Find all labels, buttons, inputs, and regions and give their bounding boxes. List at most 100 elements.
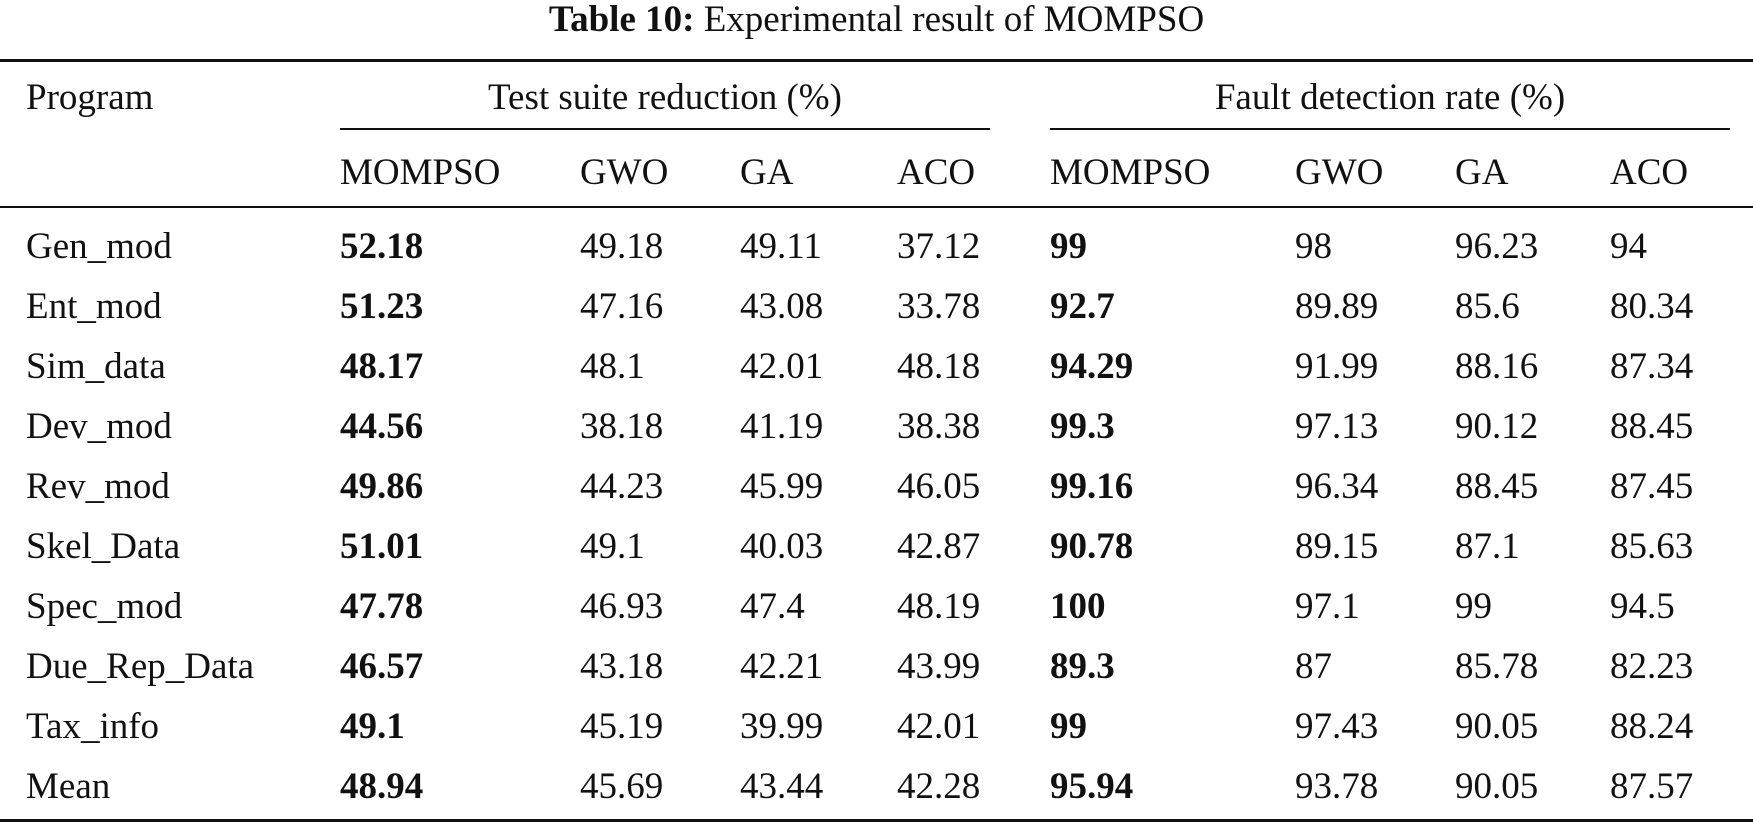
table-cell: 89.89 (1295, 286, 1379, 327)
table-cell: 42.28 (897, 766, 981, 807)
table-cell: 97.43 (1295, 706, 1379, 747)
table-cell: 94.5 (1610, 586, 1675, 627)
table-cell: 45.99 (740, 466, 824, 507)
row-program-name: Dev_mod (26, 406, 172, 447)
table-cell: 45.19 (580, 706, 664, 747)
column-header: ACO (1610, 152, 1689, 193)
table-cell: 43.99 (897, 646, 981, 687)
table-cell: 99 (1050, 706, 1087, 747)
table-cell: 42.01 (740, 346, 824, 387)
table-cell: 85.63 (1610, 526, 1694, 567)
row-program-name: Tax_info (26, 706, 160, 747)
table-cell: 96.23 (1455, 226, 1539, 267)
table-cell: 49.1 (340, 706, 405, 747)
table-cell: 41.19 (740, 406, 824, 447)
table-cell: 96.34 (1295, 466, 1379, 507)
table-cell: 48.94 (340, 766, 424, 807)
table-cell: 99 (1050, 226, 1087, 267)
column-header: GWO (1295, 152, 1384, 193)
table-cell: 51.01 (340, 526, 424, 567)
table-cell: 87.45 (1610, 466, 1694, 507)
table-cell: 82.23 (1610, 646, 1694, 687)
table-cell: 48.19 (897, 586, 981, 627)
table-cell: 45.69 (580, 766, 664, 807)
table-caption: Table 10: Experimental result of MOMPSO (0, 0, 1753, 42)
table-cell: 49.1 (580, 526, 645, 567)
table-cell: 52.18 (340, 226, 424, 267)
caption-text: Experimental result of MOMPSO (703, 0, 1205, 40)
bottom-rule (0, 819, 1753, 822)
table-cell: 99 (1455, 586, 1492, 627)
table-cell: 51.23 (340, 286, 424, 327)
row-program-name: Ent_mod (26, 286, 162, 327)
table-cell: 87.57 (1610, 766, 1694, 807)
header-rule (0, 206, 1753, 208)
table-cell: 92.7 (1050, 286, 1115, 327)
column-header: GA (740, 152, 794, 193)
table-cell: 85.78 (1455, 646, 1539, 687)
table-cell: 40.03 (740, 526, 824, 567)
table-cell: 42.87 (897, 526, 981, 567)
row-program-name: Mean (26, 766, 111, 807)
row-program-name: Rev_mod (26, 466, 170, 507)
test-suite-group-header: Test suite reduction (%) (488, 77, 842, 118)
fault-detection-group-rule (1050, 128, 1730, 130)
table-cell: 87.34 (1610, 346, 1694, 387)
table-cell: 94 (1610, 226, 1647, 267)
table-cell: 88.45 (1610, 406, 1694, 447)
table-cell: 37.12 (897, 226, 981, 267)
table-cell: 47.78 (340, 586, 424, 627)
table-cell: 97.1 (1295, 586, 1360, 627)
caption-label: Table 10: (548, 0, 695, 40)
table-cell: 94.29 (1050, 346, 1134, 387)
table-cell: 87.1 (1455, 526, 1520, 567)
table-cell: 100 (1050, 586, 1106, 627)
table-cell: 80.34 (1610, 286, 1694, 327)
row-program-name: Sim_data (26, 346, 166, 387)
table-cell: 49.86 (340, 466, 424, 507)
column-header: ACO (897, 152, 976, 193)
table-cell: 99.16 (1050, 466, 1134, 507)
table-cell: 46.93 (580, 586, 664, 627)
table-cell: 47.16 (580, 286, 664, 327)
table-cell: 88.45 (1455, 466, 1539, 507)
table-cell: 39.99 (740, 706, 824, 747)
table-cell: 43.44 (740, 766, 824, 807)
column-header: MOMPSO (1050, 152, 1211, 193)
table-cell: 90.12 (1455, 406, 1539, 447)
column-header: GA (1455, 152, 1509, 193)
table-cell: 42.01 (897, 706, 981, 747)
column-header: GWO (580, 152, 669, 193)
table-cell: 97.13 (1295, 406, 1379, 447)
table-cell: 90.05 (1455, 706, 1539, 747)
row-program-name: Gen_mod (26, 226, 172, 267)
top-rule (0, 59, 1753, 62)
table-cell: 99.3 (1050, 406, 1115, 447)
row-program-name: Skel_Data (26, 526, 181, 567)
table-cell: 48.1 (580, 346, 645, 387)
test-suite-group-rule (340, 128, 990, 130)
table-cell: 49.18 (580, 226, 664, 267)
table-cell: 85.6 (1455, 286, 1520, 327)
table-cell: 93.78 (1295, 766, 1379, 807)
table-cell: 46.05 (897, 466, 981, 507)
table-cell: 47.4 (740, 586, 805, 627)
table-cell: 38.38 (897, 406, 981, 447)
program-header: Program (26, 77, 154, 118)
table-cell: 88.16 (1455, 346, 1539, 387)
table-cell: 43.18 (580, 646, 664, 687)
table-cell: 48.18 (897, 346, 981, 387)
table-cell: 95.94 (1050, 766, 1134, 807)
table-cell: 49.11 (740, 226, 822, 267)
table-cell: 90.78 (1050, 526, 1134, 567)
table-cell: 98 (1295, 226, 1332, 267)
fault-detection-group-header: Fault detection rate (%) (1214, 77, 1566, 118)
table-cell: 89.15 (1295, 526, 1379, 567)
row-program-name: Due_Rep_Data (26, 646, 255, 687)
row-program-name: Spec_mod (26, 586, 183, 627)
table-cell: 44.23 (580, 466, 664, 507)
table-cell: 48.17 (340, 346, 424, 387)
table-cell: 44.56 (340, 406, 424, 447)
table-cell: 87 (1295, 646, 1332, 687)
table-cell: 38.18 (580, 406, 664, 447)
